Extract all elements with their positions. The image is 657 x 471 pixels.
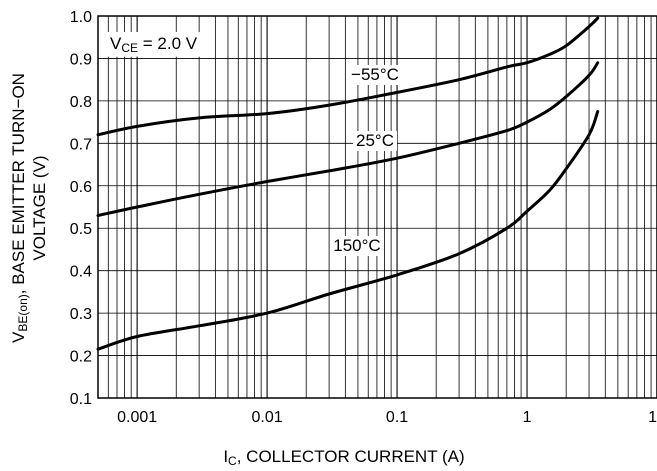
- x-tick-label: 0.01: [252, 409, 283, 426]
- y-tick-label: 0.8: [70, 94, 92, 111]
- y-tick-labels: 0.1 0.2 0.3 0.4 0.5 0.6 0.7 0.8 0.9 1.0: [70, 9, 92, 408]
- y-tick-label: 0.3: [70, 306, 92, 323]
- series-curves: [96, 16, 600, 351]
- y-axis-title-line2: VOLTAGE (V): [30, 155, 49, 260]
- y-tick-label: 0.5: [70, 221, 92, 238]
- y-tick-label: 0.1: [70, 391, 92, 408]
- curve-label-2: 150°C: [333, 236, 380, 255]
- condition-label-background: [106, 32, 202, 57]
- plot-frame: [97, 15, 657, 399]
- x-tick-label: 1: [523, 409, 532, 426]
- curve-labels: −55°C 25°C 150°C: [330, 65, 402, 256]
- curve-label-background: [353, 131, 397, 151]
- series-line-0: [96, 16, 600, 137]
- curve-label-background: [330, 236, 384, 256]
- series-line-1: [96, 61, 600, 217]
- x-tick-label: 0.001: [117, 409, 157, 426]
- curve-label-0: −55°C: [351, 65, 399, 84]
- series-line-2: [96, 110, 600, 351]
- curve-label-1: 25°C: [356, 131, 394, 150]
- curve-label-background: [348, 65, 402, 85]
- y-tick-label: 1.0: [70, 9, 92, 26]
- x-axis-title: IC, COLLECTOR CURRENT (A): [223, 447, 464, 468]
- y-tick-label: 0.9: [70, 51, 92, 68]
- y-tick-label: 0.4: [70, 264, 92, 281]
- condition-label: VCE = 2.0 V: [110, 34, 198, 55]
- y-axis-title-line1: VBE(on), BASE EMITTER TURN−ON: [9, 73, 30, 343]
- x-tick-labels: 0.001 0.01 0.1 1 10: [117, 409, 657, 426]
- x-tick-label: 0.1: [386, 409, 408, 426]
- y-tick-label: 0.7: [70, 136, 92, 153]
- x-tick-label: 10: [648, 409, 657, 426]
- y-tick-label: 0.2: [70, 349, 92, 366]
- y-tick-label: 0.6: [70, 179, 92, 196]
